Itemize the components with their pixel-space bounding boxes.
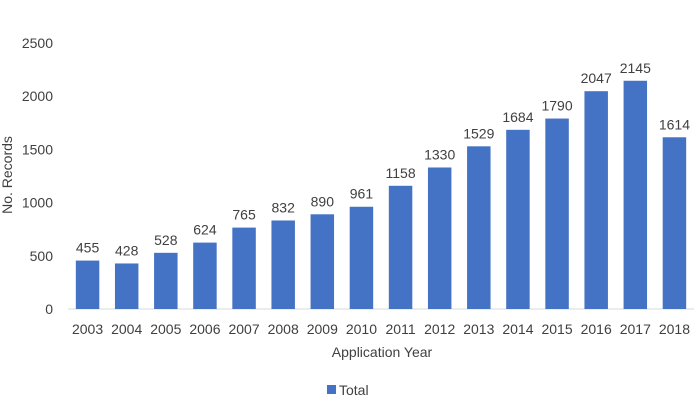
bars-group: [75, 80, 687, 309]
y-axis-title: No. Records: [0, 136, 15, 214]
x-tick-label: 2014: [502, 321, 533, 337]
bar: [623, 80, 648, 309]
data-label: 832: [272, 199, 296, 215]
y-tick-label: 1500: [22, 141, 53, 157]
data-label: 1158: [386, 165, 416, 181]
x-tick-label: 2004: [111, 321, 142, 337]
y-axis-ticks: 0 500 1000 1500 2000 2500: [22, 35, 53, 317]
bar: [467, 146, 491, 309]
bar: [388, 185, 413, 309]
y-tick-label: 500: [30, 248, 54, 264]
data-label: 428: [115, 242, 139, 258]
data-label: 765: [232, 207, 256, 223]
x-tick-label: 2017: [620, 321, 651, 337]
bar: [114, 263, 139, 309]
x-tick-label: 2018: [659, 321, 690, 337]
y-tick-label: 0: [45, 301, 53, 317]
x-tick-label: 2005: [150, 321, 181, 337]
x-tick-label: 2008: [268, 321, 299, 337]
y-tick-label: 2000: [22, 88, 53, 104]
data-label: 1529: [463, 125, 494, 141]
y-tick-label: 2500: [22, 35, 53, 51]
data-label: 1330: [424, 146, 455, 162]
data-label: 890: [311, 193, 335, 209]
x-axis-title: Application Year: [332, 344, 433, 360]
x-axis-ticks: 2003 2004 2005 2006 2007 2008 2009 2010 2011 2012…: [72, 321, 690, 337]
data-label: 1614: [659, 116, 690, 132]
x-tick-label: 2003: [72, 321, 103, 337]
y-tick-label: 1000: [22, 195, 53, 211]
bar: [349, 206, 374, 309]
bar: [506, 129, 530, 309]
x-tick-label: 2013: [463, 321, 494, 337]
data-labels-group: 455 428 528 624 765 832 890 961 1158 1330 1529 1684…: [76, 60, 690, 259]
x-tick-label: 2006: [189, 321, 220, 337]
data-label: 528: [154, 232, 178, 248]
bar: [662, 137, 687, 309]
bar: [545, 118, 569, 309]
data-label: 624: [193, 222, 217, 238]
x-tick-label: 2009: [307, 321, 338, 337]
bar: [310, 214, 335, 309]
data-label: 2145: [620, 60, 651, 76]
data-label: 1684: [502, 109, 533, 125]
bar: [271, 220, 295, 309]
bar: [193, 242, 217, 309]
x-tick-label: 2015: [541, 321, 572, 337]
x-tick-label: 2007: [228, 321, 259, 337]
legend-label-total: Total: [339, 382, 369, 398]
legend-swatch: [327, 385, 336, 394]
data-label: 455: [76, 240, 100, 256]
data-label: 1790: [541, 98, 572, 114]
x-tick-label: 2011: [386, 321, 416, 337]
data-label: 2047: [581, 70, 612, 86]
legend: Total: [327, 382, 369, 398]
bar: [154, 252, 178, 309]
x-tick-label: 2016: [581, 321, 612, 337]
x-tick-label: 2012: [424, 321, 455, 337]
bar: [584, 91, 608, 309]
bar: [232, 227, 256, 309]
bar: [427, 167, 452, 309]
bar: [75, 260, 100, 309]
data-label: 961: [350, 186, 374, 202]
x-tick-label: 2010: [346, 321, 377, 337]
